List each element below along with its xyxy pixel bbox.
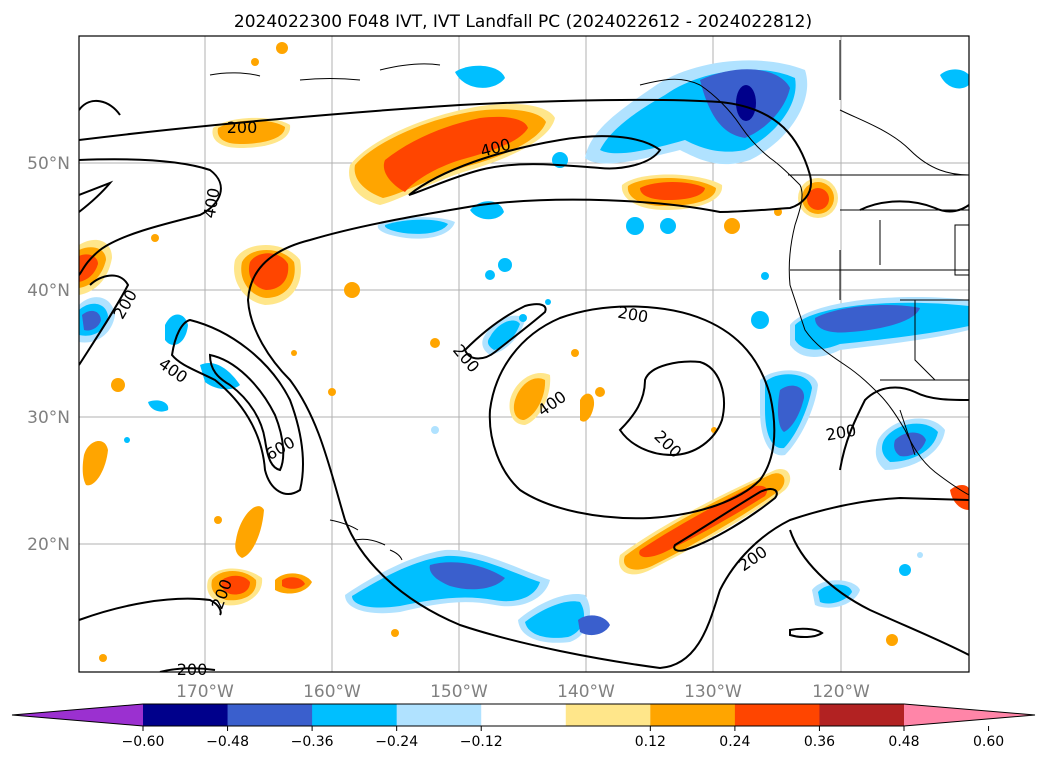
contour-label: 200 bbox=[227, 118, 258, 137]
longitude-labels: 170°W 160°W 150°W 140°W 130°W 120°W bbox=[176, 682, 870, 702]
colorbar-tick-label: −0.48 bbox=[206, 734, 249, 750]
lon-label-130w: 130°W bbox=[684, 682, 742, 702]
latitude-labels: 50°N 40°N 30°N 20°N bbox=[27, 154, 70, 555]
colorbar-tick-label: 0.24 bbox=[719, 734, 750, 750]
coastlines bbox=[209, 40, 969, 561]
lat-label-40n: 40°N bbox=[27, 281, 70, 301]
ivt-contours bbox=[79, 98, 969, 672]
lon-label-170w: 170°W bbox=[176, 682, 234, 702]
lat-label-30n: 30°N bbox=[27, 408, 70, 428]
lon-label-150w: 150°W bbox=[430, 682, 488, 702]
colorbar-segment bbox=[143, 704, 229, 726]
map-title: 2024022300 F048 IVT, IVT Landfall PC (20… bbox=[234, 12, 812, 32]
colorbar-tick-label: 0.48 bbox=[888, 734, 919, 750]
lat-label-20n: 20°N bbox=[27, 535, 70, 555]
colorbar-segment bbox=[481, 704, 567, 726]
colorbar-tick-label: −0.24 bbox=[375, 734, 418, 750]
colorbar-tick-label: 0.36 bbox=[804, 734, 835, 750]
colorbar-segment bbox=[565, 704, 651, 726]
colorbar: −0.60 −0.48 −0.36 −0.24 −0.12 0.12 0.24 0.36 0.4… bbox=[11, 703, 1036, 750]
lon-label-160w: 160°W bbox=[303, 682, 361, 702]
lon-label-120w: 120°W bbox=[812, 682, 870, 702]
colorbar-tick-label: −0.36 bbox=[291, 734, 334, 750]
contour-label: 200 bbox=[177, 660, 208, 679]
map-frame bbox=[78, 35, 970, 673]
ivt-anomaly-shading bbox=[79, 42, 969, 662]
lat-label-50n: 50°N bbox=[27, 154, 70, 174]
colorbar-segment bbox=[650, 704, 736, 726]
colorbar-segment bbox=[396, 704, 482, 726]
colorbar-tick-label: 0.60 bbox=[973, 734, 1004, 750]
colorbar-segment bbox=[819, 704, 905, 726]
colorbar-segment bbox=[734, 704, 820, 726]
colorbar-tick-label: −0.60 bbox=[122, 734, 165, 750]
map-panel: 200 400 400 200 400 600 200 200 400 200 … bbox=[27, 35, 970, 702]
lon-label-140w: 140°W bbox=[557, 682, 615, 702]
colorbar-tick-label: 0.12 bbox=[635, 734, 666, 750]
colorbar-segment bbox=[227, 704, 313, 726]
colorbar-segment bbox=[312, 704, 398, 726]
colorbar-extend-min bbox=[12, 704, 143, 726]
colorbar-tick-label: −0.12 bbox=[460, 734, 503, 750]
colorbar-extend-max bbox=[904, 704, 1035, 726]
